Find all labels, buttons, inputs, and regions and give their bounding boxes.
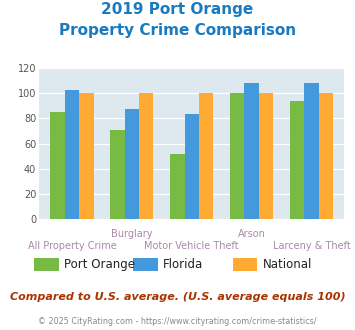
Text: Burglary: Burglary [111, 229, 153, 239]
Text: Larceny & Theft: Larceny & Theft [273, 241, 350, 251]
Bar [304, 83, 318, 219]
Bar [50, 112, 65, 219]
Text: 2019 Port Orange: 2019 Port Orange [102, 2, 253, 16]
Bar [125, 109, 139, 219]
Text: Port Orange: Port Orange [64, 258, 135, 271]
Bar [110, 130, 125, 219]
Bar [79, 93, 93, 219]
Text: Florida: Florida [163, 258, 203, 271]
Bar [65, 90, 79, 219]
Bar [139, 93, 153, 219]
Bar [244, 83, 259, 219]
Bar [170, 154, 185, 219]
Text: © 2025 CityRating.com - https://www.cityrating.com/crime-statistics/: © 2025 CityRating.com - https://www.city… [38, 317, 317, 326]
Text: Arson: Arson [237, 229, 266, 239]
Text: National: National [263, 258, 312, 271]
Bar [318, 93, 333, 219]
Bar [259, 93, 273, 219]
Text: Motor Vehicle Theft: Motor Vehicle Theft [144, 241, 239, 251]
Bar [230, 93, 244, 219]
Bar [290, 101, 304, 219]
Bar [185, 115, 199, 219]
Bar [199, 93, 213, 219]
Text: All Property Crime: All Property Crime [28, 241, 116, 251]
Text: Compared to U.S. average. (U.S. average equals 100): Compared to U.S. average. (U.S. average … [10, 292, 345, 302]
Text: Property Crime Comparison: Property Crime Comparison [59, 23, 296, 38]
